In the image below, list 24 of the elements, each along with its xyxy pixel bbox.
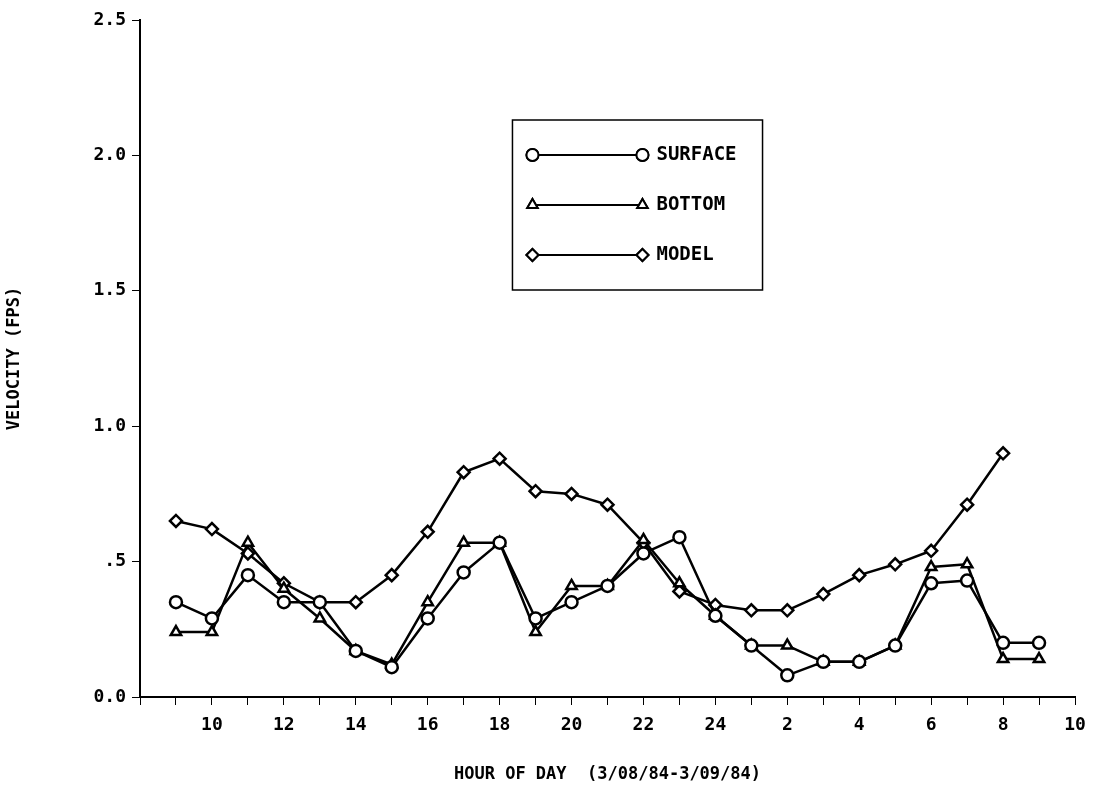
x-tick-label: 24 (704, 713, 727, 735)
x-tick-label: 12 (273, 713, 295, 735)
x-tick-label: 22 (632, 713, 655, 735)
y-tick-label: 0.0 (93, 684, 126, 706)
legend-label: BOTTOM (656, 191, 726, 214)
x-tick-label: 2 (781, 713, 793, 735)
y-axis-title: VELOCITY (FPS) (2, 286, 23, 431)
legend-label: SURFACE (656, 141, 737, 164)
x-tick-label: 10 (201, 713, 223, 735)
x-axis-title: HOUR OF DAY (3/08/84-3/09/84) (453, 763, 762, 784)
y-tick-label: 1.0 (93, 413, 126, 435)
y-tick-label: 1.5 (93, 278, 126, 300)
x-tick-label: 14 (344, 713, 367, 735)
x-tick-label: 18 (488, 713, 511, 735)
x-tick-label: 8 (997, 713, 1009, 735)
y-tick-label: 2.5 (93, 7, 126, 29)
legend-label: MODEL (656, 241, 714, 264)
x-tick-label: 10 (1064, 713, 1086, 735)
x-tick-label: 4 (853, 713, 865, 735)
x-tick-label: 6 (925, 713, 937, 735)
y-tick-label: 2.0 (93, 143, 126, 165)
x-tick-label: 16 (416, 713, 439, 735)
y-tick-label: .5 (104, 549, 126, 571)
x-tick-label: 20 (560, 713, 583, 735)
